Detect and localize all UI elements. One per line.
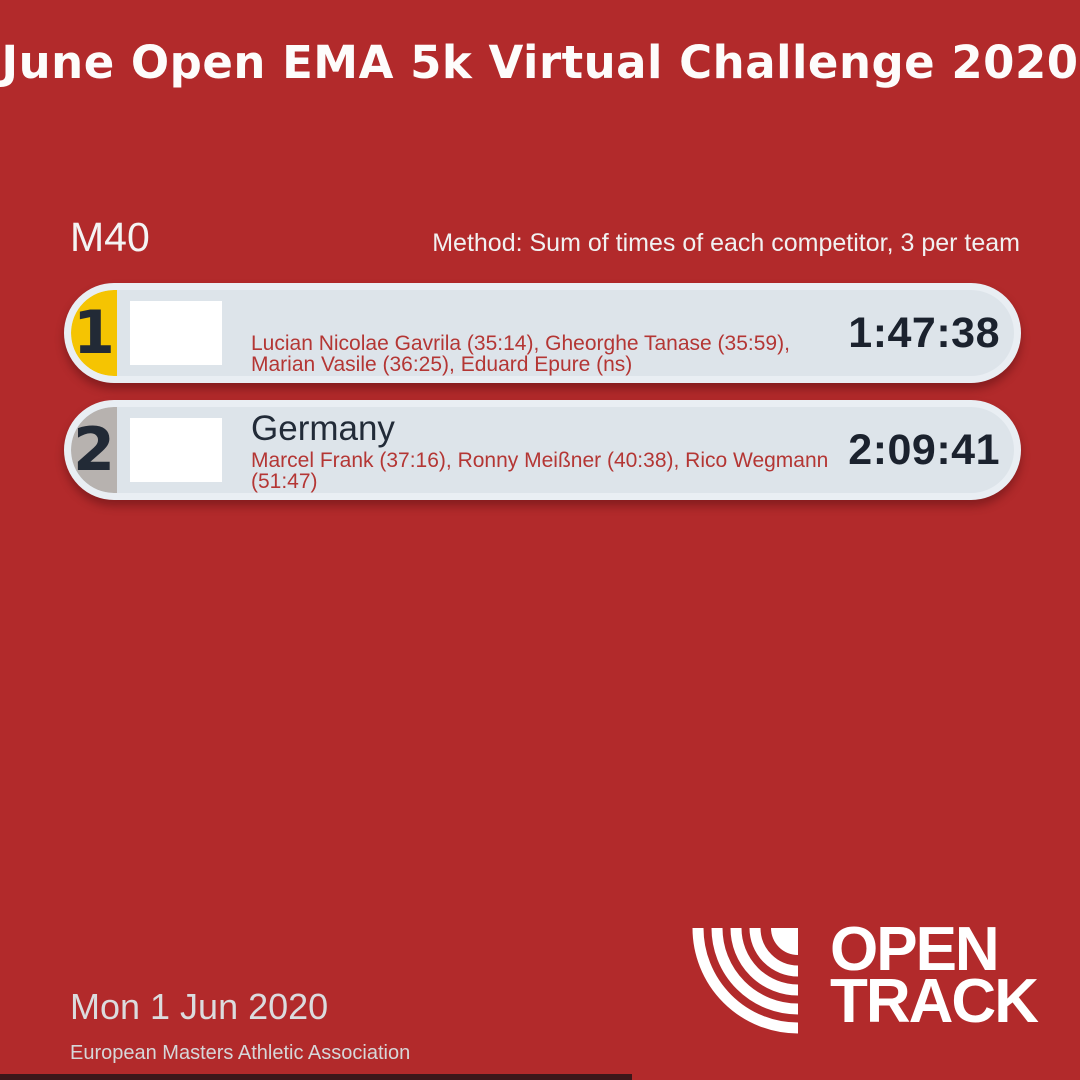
competitors-list: Marcel Frank (37:16), Ronny Meißner (40:… xyxy=(251,448,829,493)
footer-accent-strip xyxy=(0,1074,632,1080)
competitors-list: Lucian Nicolae Gavrila (35:14), Gheorghe… xyxy=(251,331,790,376)
rank-badge: 2 xyxy=(71,407,117,493)
flag-image xyxy=(130,418,222,482)
result-row: 1 Lucian Nicolae Gavrila (35:14), Gheorg… xyxy=(64,283,1021,383)
logo-wordmark-open: OPEN xyxy=(830,915,1000,984)
category-row: M40 Method: Sum of times of each competi… xyxy=(70,214,1020,261)
flag-image xyxy=(130,301,222,365)
event-title: June Open EMA 5k Virtual Challenge 2020 xyxy=(1,36,1079,89)
total-time: 2:09:41 xyxy=(848,425,1000,474)
organisation-name: European Masters Athletic Association xyxy=(70,1042,411,1064)
result-row: 2 Germany Marcel Frank (37:16), Ronny Me… xyxy=(64,400,1021,500)
row-text: Lucian Nicolae Gavrila (35:14), Gheorghe… xyxy=(251,291,840,376)
logo-wordmark-track: TRACK xyxy=(830,967,1039,1036)
total-time: 1:47:38 xyxy=(848,308,1000,357)
logo-wordmark: OPEN TRACK xyxy=(830,915,1039,1036)
opentrack-logo: OPEN TRACK xyxy=(692,915,1039,1040)
rank-badge: 1 xyxy=(71,290,117,376)
track-arcs-icon xyxy=(692,927,799,1034)
method-label: Method: Sum of times of each competitor,… xyxy=(432,229,1020,257)
event-date: Mon 1 Jun 2020 xyxy=(70,986,329,1027)
category-label: M40 xyxy=(70,214,150,260)
team-name xyxy=(251,291,840,333)
row-text: Germany Marcel Frank (37:16), Ronny Meiß… xyxy=(251,408,840,493)
team-name: Germany xyxy=(251,408,395,448)
